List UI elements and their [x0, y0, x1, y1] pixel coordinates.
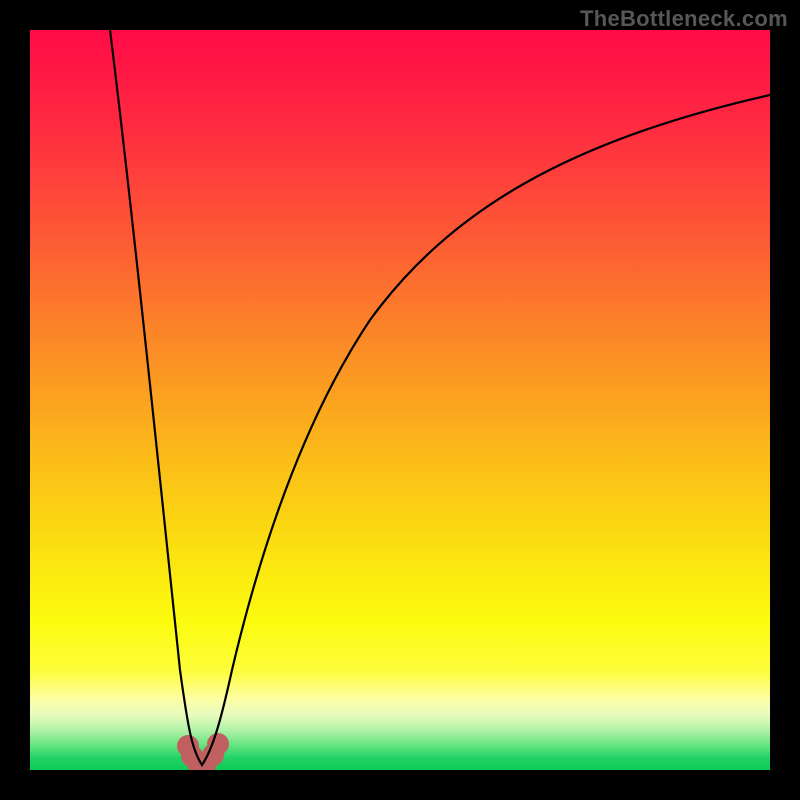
bottleneck-chart: [0, 0, 800, 800]
chart-container: TheBottleneck.com: [0, 0, 800, 800]
plot-background: [30, 30, 770, 770]
watermark-text: TheBottleneck.com: [580, 6, 788, 32]
